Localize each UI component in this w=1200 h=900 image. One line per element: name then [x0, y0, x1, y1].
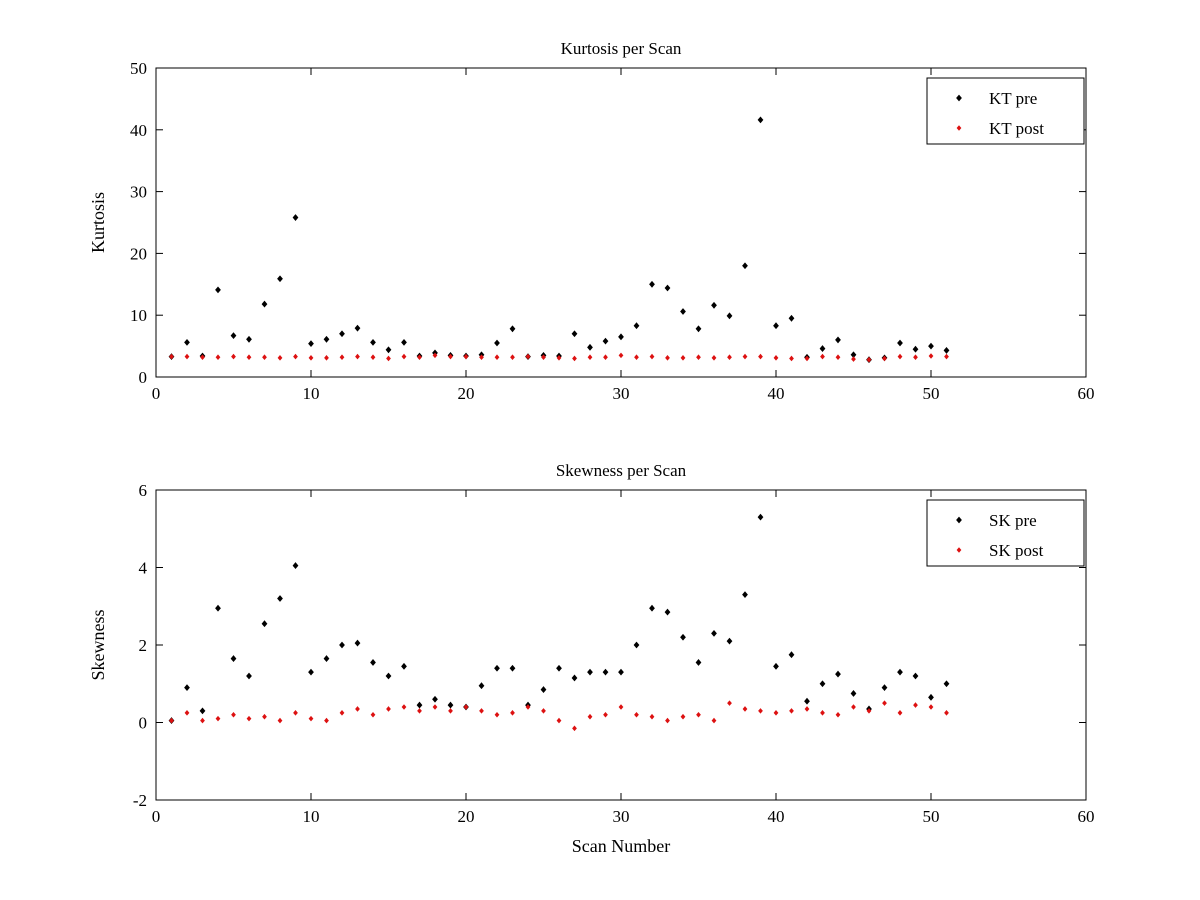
y-tick-label: 40 [130, 121, 147, 140]
x-ticks: 0 10 20 30 40 50 60 [152, 490, 1095, 826]
legend-box [926, 77, 1085, 145]
y-tick-label: 50 [130, 59, 147, 78]
y-tick-label: 6 [139, 481, 148, 500]
legend-label: SK post [989, 541, 1044, 560]
legend-label: KT post [989, 119, 1044, 138]
y-tick-label: 2 [139, 636, 148, 655]
x-tick-label: 40 [768, 384, 785, 403]
x-tick-label: 20 [458, 384, 475, 403]
x-tick-label: 60 [1078, 384, 1095, 403]
y-tick-label: 4 [139, 559, 148, 578]
x-tick-label: 20 [458, 807, 475, 826]
chart-title: Skewness per Scan [556, 461, 687, 480]
x-tick-label: 60 [1078, 807, 1095, 826]
x-tick-label: 10 [303, 384, 320, 403]
legend-label: SK pre [989, 511, 1037, 530]
chart-kurtosis: 0 10 20 30 40 50 60 0 10 20 30 40 50 Kurtosis per Sca… [88, 39, 1095, 403]
x-tick-label: 0 [152, 384, 161, 403]
x-tick-label: 30 [613, 384, 630, 403]
series-kt-post [169, 352, 949, 363]
series-sk-pre [168, 513, 950, 724]
y-tick-label: 10 [130, 306, 147, 325]
chart-skewness: 0 10 20 30 40 50 60 -2 0 2 4 6 Skewness per Scan Skew… [88, 461, 1095, 856]
y-ticks: 0 10 20 30 40 50 [130, 59, 1086, 387]
x-axis-label: Scan Number [572, 836, 670, 856]
x-tick-label: 50 [923, 384, 940, 403]
y-tick-label: -2 [133, 791, 147, 810]
legend-label: KT pre [989, 89, 1037, 108]
x-tick-label: 10 [303, 807, 320, 826]
chart-title: Kurtosis per Scan [561, 39, 682, 58]
y-axis-label: Skewness [88, 610, 108, 681]
y-tick-label: 30 [130, 183, 147, 202]
x-tick-label: 0 [152, 807, 161, 826]
x-tick-label: 50 [923, 807, 940, 826]
y-tick-label: 0 [139, 368, 148, 387]
x-tick-label: 40 [768, 807, 785, 826]
y-tick-label: 20 [130, 244, 147, 263]
y-ticks: -2 0 2 4 6 [133, 481, 1086, 810]
x-ticks: 0 10 20 30 40 50 60 [152, 68, 1095, 403]
series-sk-post [169, 700, 949, 732]
legend: SK pre SK post [926, 499, 1085, 567]
series-kt-pre [168, 116, 950, 364]
x-tick-label: 30 [613, 807, 630, 826]
y-axis-label: Kurtosis [88, 192, 108, 253]
y-tick-label: 0 [139, 714, 148, 733]
legend-box [926, 499, 1085, 567]
legend: KT pre KT post [926, 77, 1085, 145]
